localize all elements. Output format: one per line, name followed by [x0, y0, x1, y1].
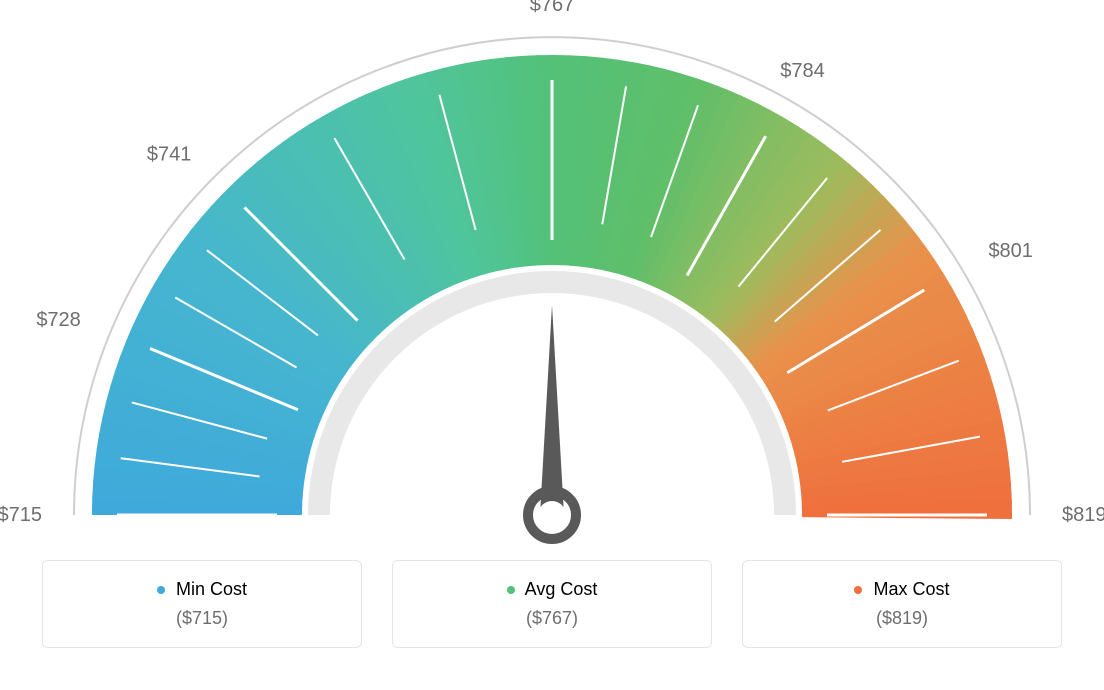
legend-avg-value: ($767): [403, 608, 701, 629]
legend-max-label: Max Cost: [753, 579, 1051, 600]
gauge-tick-label: $784: [780, 60, 825, 82]
legend-avg-dot-icon: [507, 586, 515, 594]
gauge-tick-label: $741: [147, 143, 192, 165]
legend-min-value: ($715): [53, 608, 351, 629]
legend-min-label: Min Cost: [53, 579, 351, 600]
legend-min-text: Min Cost: [176, 579, 247, 599]
legend-max-value: ($819): [753, 608, 1051, 629]
legend-max-box: Max Cost ($819): [742, 560, 1062, 648]
gauge-needle-hub-inner: [538, 501, 566, 529]
legend-avg-text: Avg Cost: [525, 579, 598, 599]
legend-avg-label: Avg Cost: [403, 579, 701, 600]
legend-row: Min Cost ($715) Avg Cost ($767) Max Cost…: [0, 560, 1104, 648]
gauge-tick-label: $801: [988, 240, 1033, 262]
gauge-tick-label: $819: [1062, 504, 1104, 526]
legend-max-text: Max Cost: [873, 579, 949, 599]
gauge-area: $715 $728 $741 $767 $784 $801 $819: [0, 0, 1104, 560]
legend-avg-box: Avg Cost ($767): [392, 560, 712, 648]
gauge-needle: [540, 305, 564, 515]
legend-max-dot-icon: [854, 586, 862, 594]
gauge-svg: $715 $728 $741 $767 $784 $801 $819: [0, 0, 1104, 560]
gauge-tick-label: $767: [530, 0, 575, 16]
legend-min-dot-icon: [157, 586, 165, 594]
gauge-tick-label: $715: [0, 504, 42, 526]
gauge-tick-label: $728: [36, 309, 81, 331]
legend-min-box: Min Cost ($715): [42, 560, 362, 648]
gauge-chart-container: $715 $728 $741 $767 $784 $801 $819 Min Cost ($…: [0, 0, 1104, 690]
